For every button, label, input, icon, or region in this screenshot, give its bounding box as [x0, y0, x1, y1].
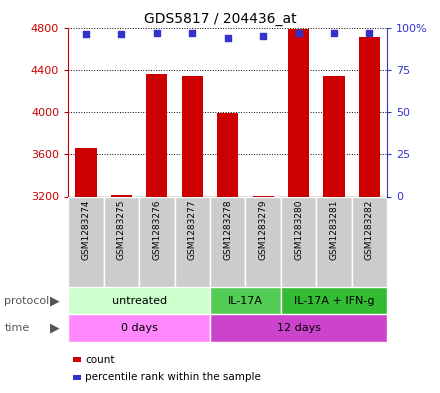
Text: GSM1283282: GSM1283282: [365, 199, 374, 260]
Text: GSM1283275: GSM1283275: [117, 199, 126, 260]
Bar: [175, 196, 210, 287]
Point: [366, 29, 373, 36]
Text: IL-17A + IFN-g: IL-17A + IFN-g: [294, 296, 374, 306]
Bar: [146, 74, 168, 196]
Text: 12 days: 12 days: [277, 323, 321, 333]
Bar: [139, 196, 175, 287]
Text: percentile rank within the sample: percentile rank within the sample: [85, 372, 261, 382]
Text: time: time: [4, 323, 29, 333]
Point: [295, 29, 302, 36]
Text: GSM1283279: GSM1283279: [259, 199, 268, 260]
Text: GSM1283277: GSM1283277: [188, 199, 197, 260]
Bar: [182, 76, 203, 196]
Text: GSM1283276: GSM1283276: [152, 199, 161, 260]
Bar: [75, 149, 96, 196]
Point: [153, 29, 160, 36]
Bar: [111, 195, 132, 196]
Point: [118, 31, 125, 37]
Point: [82, 31, 89, 37]
Bar: [323, 76, 345, 196]
Text: GDS5817 / 204436_at: GDS5817 / 204436_at: [144, 12, 296, 26]
Text: GSM1283280: GSM1283280: [294, 199, 303, 260]
Text: GSM1283274: GSM1283274: [81, 199, 91, 260]
Point: [189, 29, 196, 36]
Text: count: count: [85, 354, 114, 365]
Bar: [104, 196, 139, 287]
Text: ▶: ▶: [50, 321, 60, 335]
Point: [330, 29, 337, 36]
Bar: [210, 196, 246, 287]
Point: [260, 33, 267, 39]
Bar: [210, 287, 281, 314]
Text: 0 days: 0 days: [121, 323, 158, 333]
Bar: [359, 37, 380, 197]
Bar: [210, 314, 387, 342]
Bar: [246, 196, 281, 287]
Bar: [352, 196, 387, 287]
Text: untreated: untreated: [111, 296, 167, 306]
Bar: [68, 314, 210, 342]
Point: [224, 35, 231, 41]
Text: GSM1283278: GSM1283278: [223, 199, 232, 260]
Text: protocol: protocol: [4, 296, 50, 306]
Text: IL-17A: IL-17A: [228, 296, 263, 306]
Bar: [68, 287, 210, 314]
Bar: [68, 196, 104, 287]
Bar: [281, 287, 387, 314]
Bar: [281, 196, 316, 287]
Text: ▶: ▶: [50, 294, 60, 307]
Text: GSM1283281: GSM1283281: [330, 199, 338, 260]
Bar: [316, 196, 352, 287]
Bar: [288, 29, 309, 196]
Bar: [217, 112, 238, 196]
